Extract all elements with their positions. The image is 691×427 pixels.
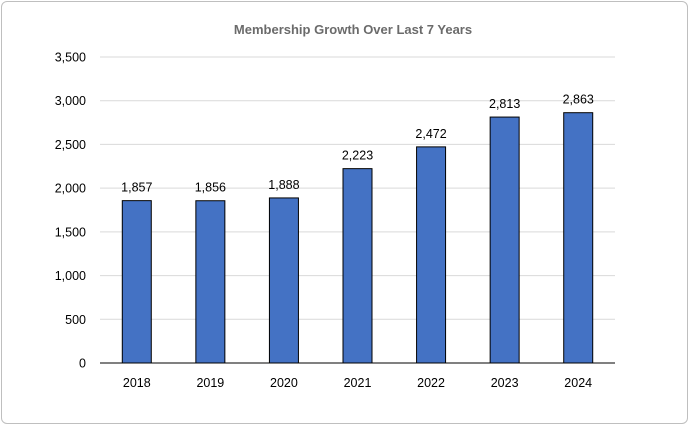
x-tick-label-2020: 2020 [270, 376, 298, 390]
data-label-2020: 1,888 [268, 178, 299, 192]
bar-2021 [342, 168, 373, 364]
data-label-2021: 2,223 [342, 149, 373, 163]
data-label-2023: 2,813 [489, 97, 520, 111]
bar-2023 [489, 116, 520, 364]
data-labels: 1,857 1,856 1,888 2,223 2,472 2,813 2,863 [121, 93, 594, 195]
data-label-2019: 1,856 [195, 181, 226, 195]
y-tick-label: 3,000 [55, 94, 86, 108]
bar-2024 [563, 112, 594, 364]
x-tick-label-2019: 2019 [196, 376, 224, 390]
bars [121, 112, 594, 364]
chart-title: Membership Growth Over Last 7 Years [234, 22, 472, 37]
bar-2018 [121, 200, 152, 364]
x-tick-label-2018: 2018 [123, 376, 151, 390]
bar-2022 [416, 146, 447, 364]
y-axis-tick-labels: 0 500 1,000 1,500 2,000 2,500 3,000 3,500 [55, 51, 86, 371]
y-tick-label: 0 [79, 357, 86, 371]
data-label-2022: 2,472 [415, 127, 446, 141]
y-tick-label: 2,500 [55, 138, 86, 152]
x-axis-tick-labels: 2018 2019 2020 2021 2022 2023 2024 [123, 376, 592, 390]
bar-2019 [195, 200, 226, 364]
gridlines [100, 56, 615, 320]
bar-2020 [268, 197, 299, 364]
data-label-2018: 1,857 [121, 181, 152, 195]
x-tick-label-2021: 2021 [344, 376, 372, 390]
y-tick-label: 3,500 [55, 51, 86, 65]
x-tick-label-2022: 2022 [417, 376, 445, 390]
y-tick-label: 500 [65, 313, 86, 327]
data-label-2024: 2,863 [563, 93, 594, 107]
y-tick-label: 2,000 [55, 182, 86, 196]
x-tick-label-2024: 2024 [564, 376, 592, 390]
y-tick-label: 1,000 [55, 269, 86, 283]
x-tick-label-2023: 2023 [491, 376, 519, 390]
y-tick-label: 1,500 [55, 225, 86, 239]
